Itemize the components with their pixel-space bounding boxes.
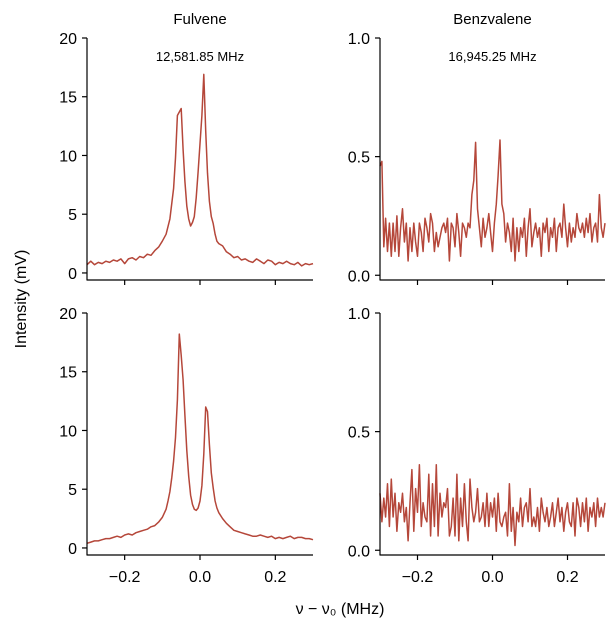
x-tick-label: −0.2 — [109, 569, 141, 586]
frequency-annotation: 12,581.85 MHz — [156, 49, 244, 64]
x-tick-label: 0.2 — [556, 569, 578, 586]
y-tick-label: 20 — [59, 306, 77, 323]
spectrum-line — [86, 333, 314, 545]
frequency-annotation: 16,945.25 MHz — [448, 49, 536, 64]
y-tick-label: 10 — [59, 423, 77, 440]
y-tick-label: 1.0 — [348, 306, 370, 323]
panel-title: Benzvalene — [453, 11, 531, 28]
panel-1: 0 5 10 15 20 Fulvene 12,581.85 MHz — [59, 11, 314, 285]
x-tick-label: −0.2 — [402, 569, 434, 586]
panel-4: 0.0 0.5 1.0 −0.2 0.0 0.2 — [348, 306, 606, 586]
spectrum-line — [86, 73, 314, 267]
y-tick-label: 1.0 — [348, 31, 370, 48]
y-axis-label: Intensity (mV) — [13, 250, 30, 349]
y-tick-label: 0.5 — [348, 150, 370, 167]
y-tick-label: 0 — [68, 541, 77, 558]
y-tick-label: 0.0 — [348, 268, 370, 285]
y-tick-label: 15 — [59, 365, 77, 382]
x-tick-label: 0.0 — [481, 569, 503, 586]
y-tick-label: 0.0 — [348, 543, 370, 560]
x-axis-label: ν − ν₀ (MHz) — [296, 601, 385, 618]
y-tick-label: 0.5 — [348, 425, 370, 442]
panel-3: 0 5 10 15 20 −0.2 0.0 0.2 — [59, 306, 314, 586]
y-tick-label: 5 — [68, 207, 77, 224]
spectrum-line — [379, 464, 606, 547]
y-tick-label: 5 — [68, 482, 77, 499]
panel-2: 0.0 0.5 1.0 Benzvalene 16,945.25 MHz — [348, 11, 606, 285]
spectrum-line — [379, 139, 606, 262]
y-tick-label: 0 — [68, 266, 77, 283]
panel-title: Fulvene — [173, 11, 226, 28]
y-tick-label: 20 — [59, 31, 77, 48]
x-tick-label: 0.0 — [189, 569, 211, 586]
y-tick-label: 15 — [59, 90, 77, 107]
x-tick-label: 0.2 — [264, 569, 286, 586]
y-tick-label: 10 — [59, 148, 77, 165]
